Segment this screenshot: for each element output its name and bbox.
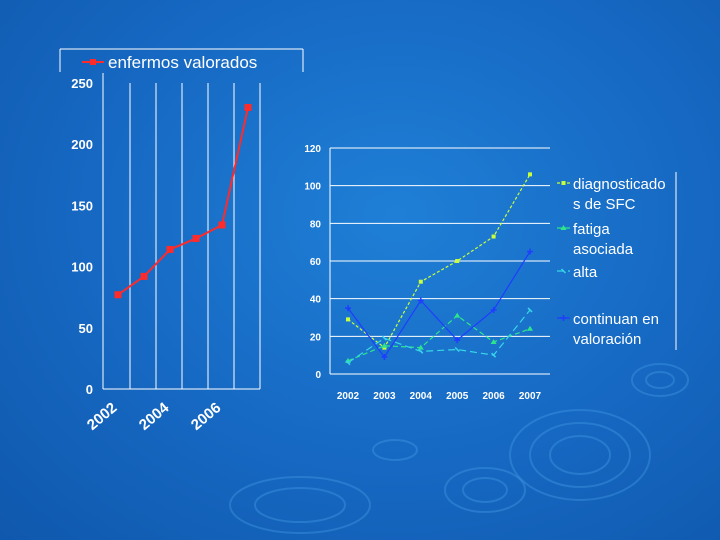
data-point-alta [345, 360, 351, 366]
data-point-alta [454, 346, 460, 353]
series-line-diagnosticados-sfc [347, 174, 531, 349]
data-point-alta [381, 335, 387, 341]
left-y-tick-labels: 0 50 100 150 200 250 [71, 76, 93, 397]
series-line-fatiga-asociada [347, 314, 531, 362]
x-tick-label: 2006 [188, 399, 224, 433]
y-tick-label: 250 [71, 76, 93, 91]
legend-label-continuan-en-valoracion: continuan en [573, 311, 659, 328]
data-point-fatiga-asociada [417, 344, 424, 350]
data-point-diagnosticados-sfc [455, 259, 460, 263]
x-tick-label: 2004 [410, 391, 433, 402]
left-gridlines [129, 83, 261, 389]
data-point-diagnosticados-sfc [418, 279, 423, 284]
data-point-fatiga-asociada [490, 338, 497, 344]
data-point-continuan-en-valoracion [490, 306, 497, 313]
water-ripples [229, 363, 689, 534]
left-legend: enfermos valorados [59, 48, 304, 72]
right-chart: 0 20 40 60 80 100 120 2002 2003 2004 2005 2006 2007… [304, 144, 677, 402]
y-tick-label: 100 [71, 260, 93, 275]
data-point-fatiga-asociada [527, 325, 533, 331]
y-tick-label: 80 [310, 219, 322, 230]
series-alta [345, 307, 533, 366]
data-point-alta [491, 352, 497, 358]
x-tick-label: 2005 [446, 391, 469, 402]
data-point-continuan-en-valoracion [417, 297, 424, 304]
data-point-enfermos-valorados [166, 245, 174, 253]
legend-label-diagnosticados-sfc: s de SFC [573, 196, 636, 213]
x-tick-label: 2002 [84, 399, 120, 433]
data-point-continuan-en-valoracion [527, 248, 533, 255]
data-point-enfermos-valorados [244, 103, 252, 111]
y-tick-label: 20 [310, 332, 322, 343]
data-point-enfermos-valorados [218, 221, 226, 229]
data-point-enfermos-valorados [192, 234, 200, 242]
left-series-enfermos-valorados [114, 103, 252, 299]
x-tick-label: 2004 [136, 399, 173, 434]
series-line-continuan-en-valoracion [347, 251, 531, 359]
data-point-diagnosticados-sfc [491, 234, 496, 239]
data-point-continuan-en-valoracion [560, 315, 567, 321]
series-line-enfermos-valorados [117, 107, 249, 296]
data-point-continuan-en-valoracion [454, 337, 461, 344]
data-point-alta [560, 268, 567, 274]
data-point-fatiga-asociada [454, 312, 461, 318]
legend-label-fatiga-asociada: fatiga [573, 221, 610, 238]
data-point-diagnosticados-sfc [528, 172, 532, 177]
y-tick-label: 60 [310, 257, 322, 268]
legend-label-alta: alta [573, 264, 598, 281]
data-point-diagnosticados-sfc [346, 317, 350, 322]
data-point-alta [418, 348, 424, 354]
right-series-group [345, 172, 533, 366]
series-continuan-en-valoracion [345, 248, 533, 361]
y-tick-label: 40 [310, 295, 322, 306]
x-tick-label: 2002 [337, 391, 360, 402]
data-point-continuan-en-valoracion [345, 305, 351, 312]
legend-label-continuan-en-valoracion: valoración [573, 331, 641, 348]
x-tick-label: 2007 [519, 391, 542, 402]
data-point-continuan-en-valoracion [381, 354, 388, 361]
y-tick-label: 200 [71, 137, 93, 152]
legend-swatch-marker [90, 59, 96, 65]
legend-label-diagnosticados-sfc: diagnosticado [573, 176, 666, 193]
y-tick-label: 0 [315, 370, 321, 381]
y-tick-label: 100 [304, 182, 321, 193]
data-point-enfermos-valorados [140, 272, 148, 280]
right-legend: diagnosticado s de SFC fatiga asociada alta c… [557, 172, 677, 350]
right-y-tick-labels: 0 20 40 60 80 100 120 [304, 144, 321, 381]
legend-label-fatiga-asociada: asociada [573, 241, 634, 258]
left-axes [102, 73, 260, 390]
data-point-fatiga-asociada [560, 225, 567, 230]
data-point-fatiga-asociada [381, 342, 388, 348]
y-tick-label: 150 [71, 198, 93, 213]
series-line-alta [347, 309, 531, 364]
y-tick-label: 0 [86, 382, 93, 397]
y-tick-label: 50 [79, 321, 93, 336]
right-gridlines [330, 147, 550, 337]
right-x-tick-labels: 2002 2003 2004 2005 2006 2007 [337, 391, 542, 402]
right-axes [329, 148, 550, 375]
y-tick-label: 120 [304, 144, 321, 155]
data-point-alta [527, 307, 533, 313]
x-tick-label: 2006 [482, 391, 505, 402]
data-point-enfermos-valorados [114, 291, 122, 299]
left-x-tick-labels: 2002 2004 2006 [84, 399, 224, 434]
legend-label-enfermos-valorados: enfermos valorados [108, 53, 257, 72]
x-tick-label: 2003 [373, 391, 396, 402]
data-point-diagnosticados-sfc [561, 181, 566, 185]
